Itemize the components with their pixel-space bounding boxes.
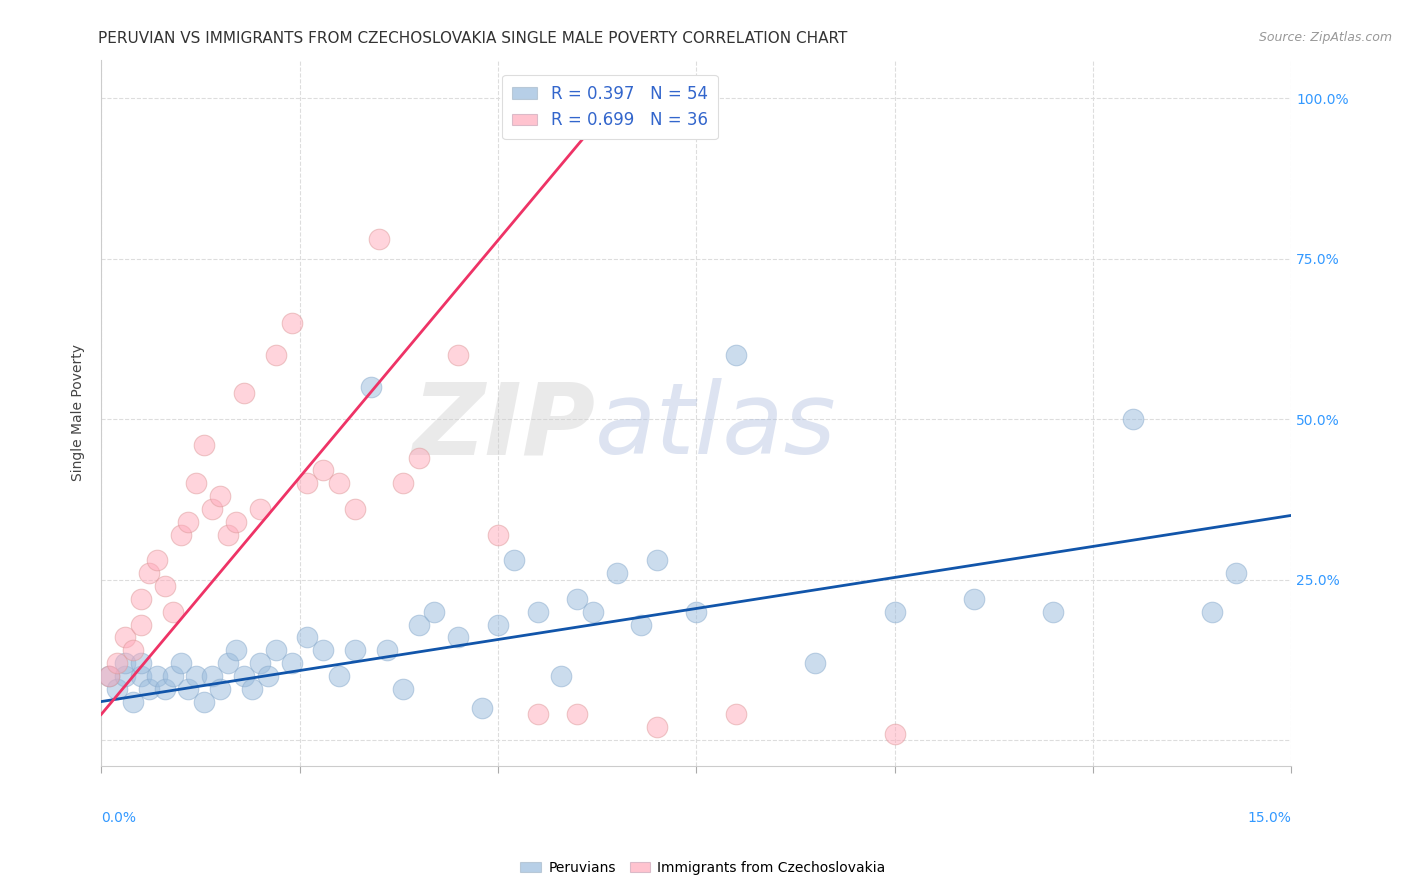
Point	[391, 476, 413, 491]
Point	[280, 656, 302, 670]
Text: 15.0%: 15.0%	[1247, 811, 1291, 825]
Point	[280, 316, 302, 330]
Point	[567, 707, 589, 722]
Point	[724, 707, 747, 722]
Point	[391, 681, 413, 696]
Point	[883, 727, 905, 741]
Point	[1122, 412, 1144, 426]
Point	[526, 707, 548, 722]
Y-axis label: Single Male Poverty: Single Male Poverty	[72, 344, 86, 481]
Point	[169, 656, 191, 670]
Point	[297, 476, 319, 491]
Point	[225, 643, 247, 657]
Point	[169, 527, 191, 541]
Point	[344, 643, 367, 657]
Point	[328, 476, 350, 491]
Point	[193, 695, 215, 709]
Point	[240, 681, 263, 696]
Point	[105, 681, 128, 696]
Point	[344, 502, 367, 516]
Point	[486, 527, 509, 541]
Point	[804, 656, 827, 670]
Point	[375, 643, 398, 657]
Point	[256, 669, 278, 683]
Text: Source: ZipAtlas.com: Source: ZipAtlas.com	[1258, 31, 1392, 45]
Point	[264, 348, 287, 362]
Text: atlas: atlas	[595, 378, 837, 475]
Point	[367, 232, 389, 246]
Point	[209, 681, 232, 696]
Point	[582, 605, 605, 619]
Point	[201, 669, 224, 683]
Point	[225, 515, 247, 529]
Point	[1201, 605, 1223, 619]
Point	[360, 380, 382, 394]
Point	[201, 502, 224, 516]
Point	[209, 489, 232, 503]
Point	[408, 617, 430, 632]
Point	[105, 656, 128, 670]
Point	[645, 553, 668, 567]
Point	[177, 515, 200, 529]
Point	[186, 476, 208, 491]
Point	[122, 643, 145, 657]
Point	[408, 450, 430, 465]
Point	[963, 591, 986, 606]
Point	[685, 605, 707, 619]
Point	[447, 348, 470, 362]
Text: PERUVIAN VS IMMIGRANTS FROM CZECHOSLOVAKIA SINGLE MALE POVERTY CORRELATION CHART: PERUVIAN VS IMMIGRANTS FROM CZECHOSLOVAK…	[98, 31, 848, 46]
Point	[162, 669, 184, 683]
Text: 0.0%: 0.0%	[101, 811, 136, 825]
Point	[186, 669, 208, 683]
Legend: Peruvians, Immigrants from Czechoslovakia: Peruvians, Immigrants from Czechoslovaki…	[515, 855, 891, 880]
Point	[114, 631, 136, 645]
Point	[114, 656, 136, 670]
Point	[98, 669, 121, 683]
Point	[177, 681, 200, 696]
Point	[249, 656, 271, 670]
Point	[122, 695, 145, 709]
Point	[129, 591, 152, 606]
Point	[447, 631, 470, 645]
Point	[550, 669, 572, 683]
Point	[145, 553, 167, 567]
Point	[98, 669, 121, 683]
Point	[630, 617, 652, 632]
Point	[312, 463, 335, 477]
Point	[153, 681, 176, 696]
Point	[217, 527, 239, 541]
Point	[471, 701, 494, 715]
Text: ZIP: ZIP	[412, 378, 595, 475]
Point	[193, 438, 215, 452]
Point	[129, 669, 152, 683]
Point	[724, 348, 747, 362]
Point	[297, 631, 319, 645]
Point	[502, 553, 524, 567]
Point	[145, 669, 167, 683]
Point	[233, 669, 256, 683]
Point	[233, 386, 256, 401]
Point	[423, 605, 446, 619]
Point	[328, 669, 350, 683]
Point	[129, 656, 152, 670]
Point	[606, 566, 628, 581]
Point	[1225, 566, 1247, 581]
Point	[567, 591, 589, 606]
Point	[138, 566, 160, 581]
Point	[486, 617, 509, 632]
Point	[217, 656, 239, 670]
Point	[1042, 605, 1064, 619]
Point	[153, 579, 176, 593]
Point	[114, 669, 136, 683]
Point	[162, 605, 184, 619]
Point	[129, 617, 152, 632]
Point	[138, 681, 160, 696]
Point	[883, 605, 905, 619]
Point	[312, 643, 335, 657]
Point	[264, 643, 287, 657]
Point	[249, 502, 271, 516]
Point	[645, 720, 668, 734]
Legend: R = 0.397   N = 54, R = 0.699   N = 36: R = 0.397 N = 54, R = 0.699 N = 36	[502, 75, 717, 139]
Point	[526, 605, 548, 619]
